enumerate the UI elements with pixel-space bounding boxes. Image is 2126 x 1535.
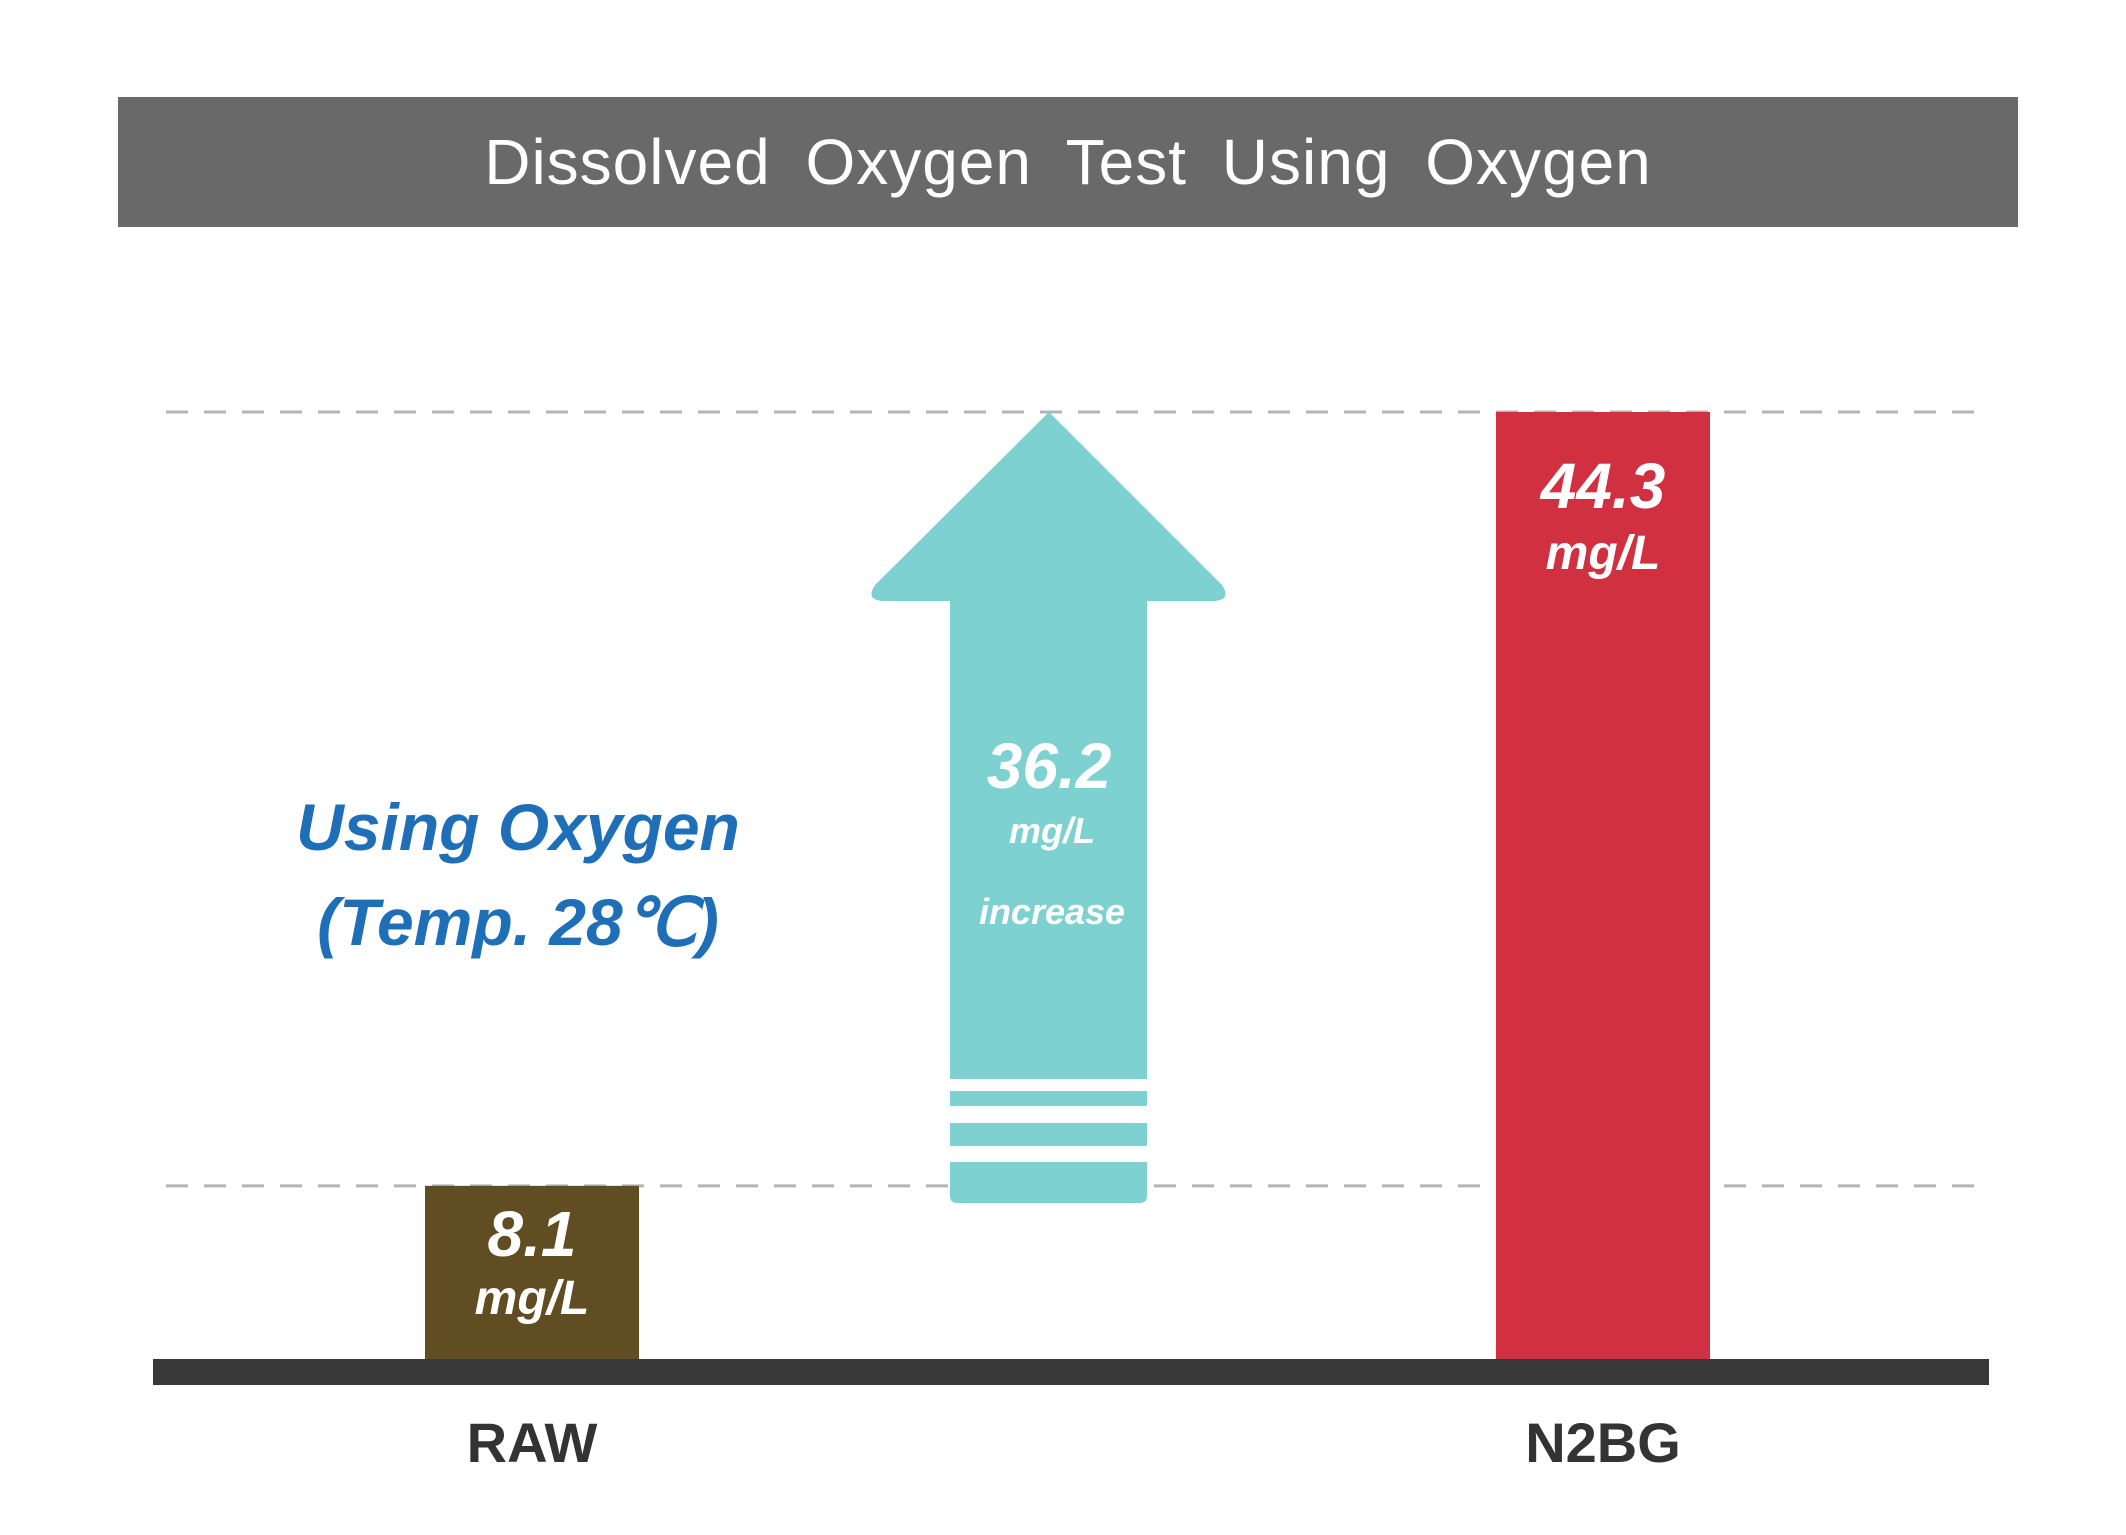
arrow-stripe bbox=[950, 1091, 1147, 1106]
increase-arrow bbox=[871, 412, 1226, 1079]
arrow-stripe bbox=[950, 1123, 1147, 1146]
title-bar: Dissolved Oxygen Test Using Oxygen bbox=[118, 97, 2018, 227]
bar-unit-label-n2bg: mg/L bbox=[1546, 527, 1661, 580]
bar-unit-label-raw: mg/L bbox=[475, 1272, 590, 1325]
increase-unit-label: mg/L bbox=[1009, 810, 1095, 851]
increase-text-label: increase bbox=[979, 891, 1125, 932]
subtitle-line-1: Using Oxygen bbox=[296, 790, 740, 864]
bar-n2bg bbox=[1496, 412, 1710, 1359]
chart-title: Dissolved Oxygen Test Using Oxygen bbox=[484, 126, 1652, 198]
arrow-stripe bbox=[950, 1162, 1147, 1203]
bar-raw bbox=[425, 1185, 639, 1359]
baseline-axis bbox=[153, 1359, 1989, 1385]
increase-value-label: 36.2 bbox=[987, 730, 1112, 802]
bar-value-label-raw: 8.1 bbox=[488, 1198, 577, 1270]
category-label-n2bg: N2BG bbox=[1525, 1411, 1681, 1474]
subtitle-line-2: (Temp. 28℃) bbox=[317, 885, 719, 959]
bar-value-label-n2bg: 44.3 bbox=[1539, 450, 1666, 522]
category-label-raw: RAW bbox=[467, 1411, 598, 1474]
